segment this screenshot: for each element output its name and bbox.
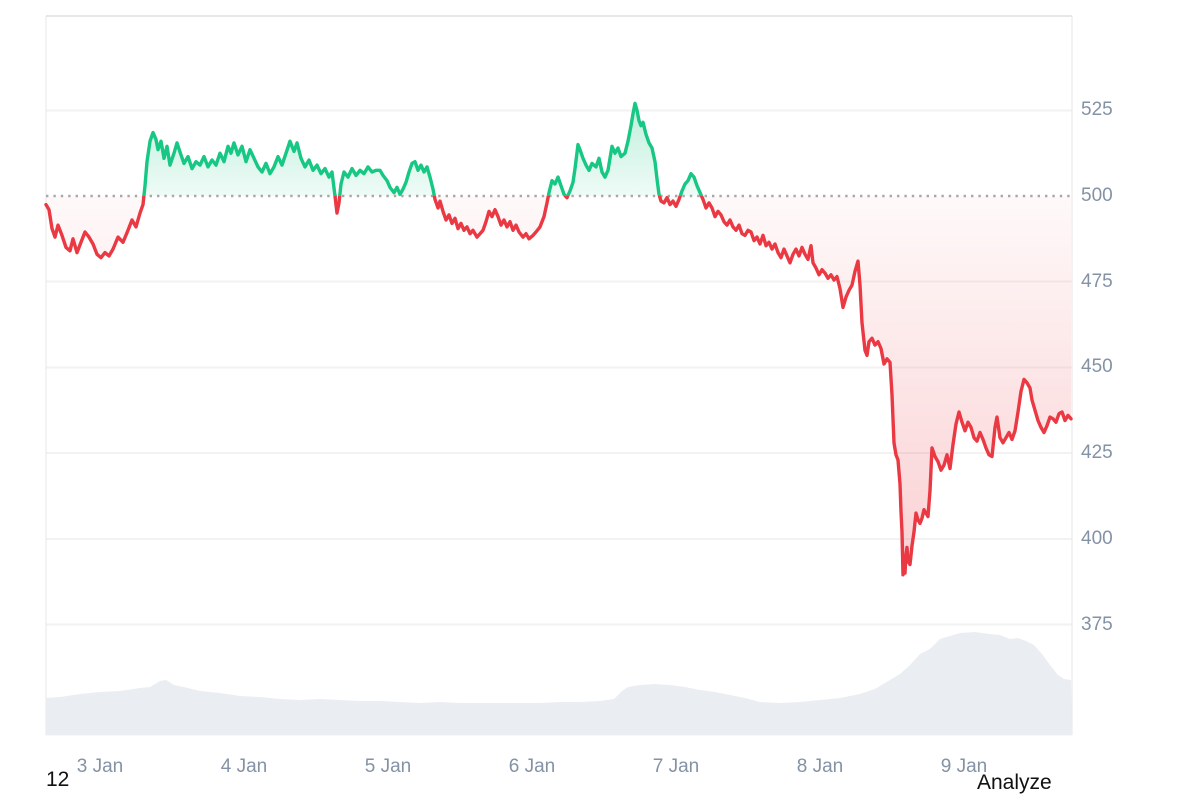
x-axis-tick-label: 4 Jan <box>220 756 268 777</box>
page-indicator: 12 <box>46 768 70 791</box>
x-axis-tick-label: 5 Jan <box>364 756 412 777</box>
x-axis-tick-label: 3 Jan <box>76 756 124 777</box>
analyze-button[interactable]: Analyze <box>977 771 1052 794</box>
y-axis-tick-label: 525 <box>1081 99 1113 120</box>
price-line-above-baseline <box>142 101 704 196</box>
x-axis-tick-label: 8 Jan <box>796 756 844 777</box>
x-axis-tick-label: 9 Jan <box>940 756 988 777</box>
y-axis-tick-label: 425 <box>1081 442 1113 463</box>
x-axis-tick-label: 7 Jan <box>652 756 700 777</box>
y-axis-tick-label: 475 <box>1081 271 1113 292</box>
y-axis-tick-label: 400 <box>1081 528 1113 549</box>
y-axis-tick-label: 500 <box>1081 185 1113 206</box>
volume-area <box>46 632 1072 735</box>
x-axis-tick-label: 6 Jan <box>508 756 556 777</box>
price-line-below-baseline <box>44 196 1073 577</box>
y-axis-tick-label: 375 <box>1081 614 1113 635</box>
y-axis-tick-label: 450 <box>1081 356 1113 377</box>
